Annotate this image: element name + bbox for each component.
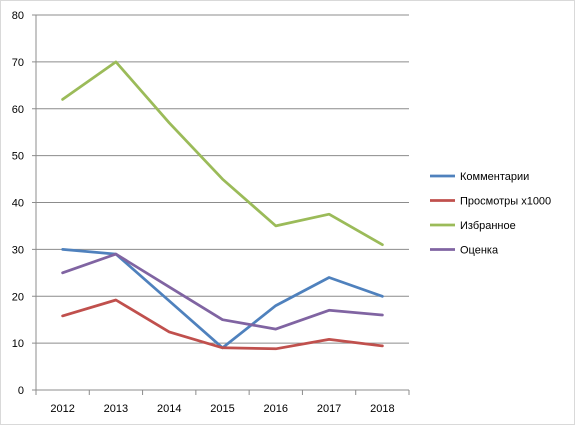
y-axis-ticks: 0 10 20 30 40 50 60 70 80 — [12, 10, 36, 397]
y-tick-label: 0 — [18, 385, 24, 397]
legend-label: Оценка — [460, 245, 499, 257]
x-axis-ticks: 2012 2013 2014 2015 2016 2017 2018 — [35, 390, 410, 415]
x-tick-label: 2015 — [210, 403, 234, 415]
x-tick-label: 2016 — [264, 403, 288, 415]
y-tick-label: 10 — [12, 338, 24, 350]
series-line — [61, 60, 384, 247]
legend: Комментарии Просмотры х1000 Избранное Оценк… — [430, 171, 551, 257]
y-tick-label: 70 — [12, 57, 24, 69]
series-lines — [61, 60, 384, 351]
x-tick-label: 2013 — [104, 403, 128, 415]
series-line — [61, 298, 384, 351]
series-line — [61, 252, 384, 331]
legend-label: Избранное — [460, 220, 516, 232]
y-tick-label: 50 — [12, 151, 24, 163]
x-tick-label: 2018 — [370, 403, 394, 415]
y-tick-label: 30 — [12, 244, 24, 256]
x-tick-label: 2014 — [157, 403, 181, 415]
y-tick-label: 20 — [12, 291, 24, 303]
series-line — [61, 248, 384, 350]
legend-label: Комментарии — [460, 171, 529, 183]
y-tick-label: 80 — [12, 10, 24, 22]
y-tick-label: 60 — [12, 104, 24, 116]
x-tick-label: 2017 — [317, 403, 341, 415]
y-tick-label: 40 — [12, 198, 24, 210]
x-tick-label: 2012 — [50, 403, 74, 415]
legend-label: Просмотры х1000 — [460, 196, 551, 208]
grid-lines — [36, 14, 409, 344]
